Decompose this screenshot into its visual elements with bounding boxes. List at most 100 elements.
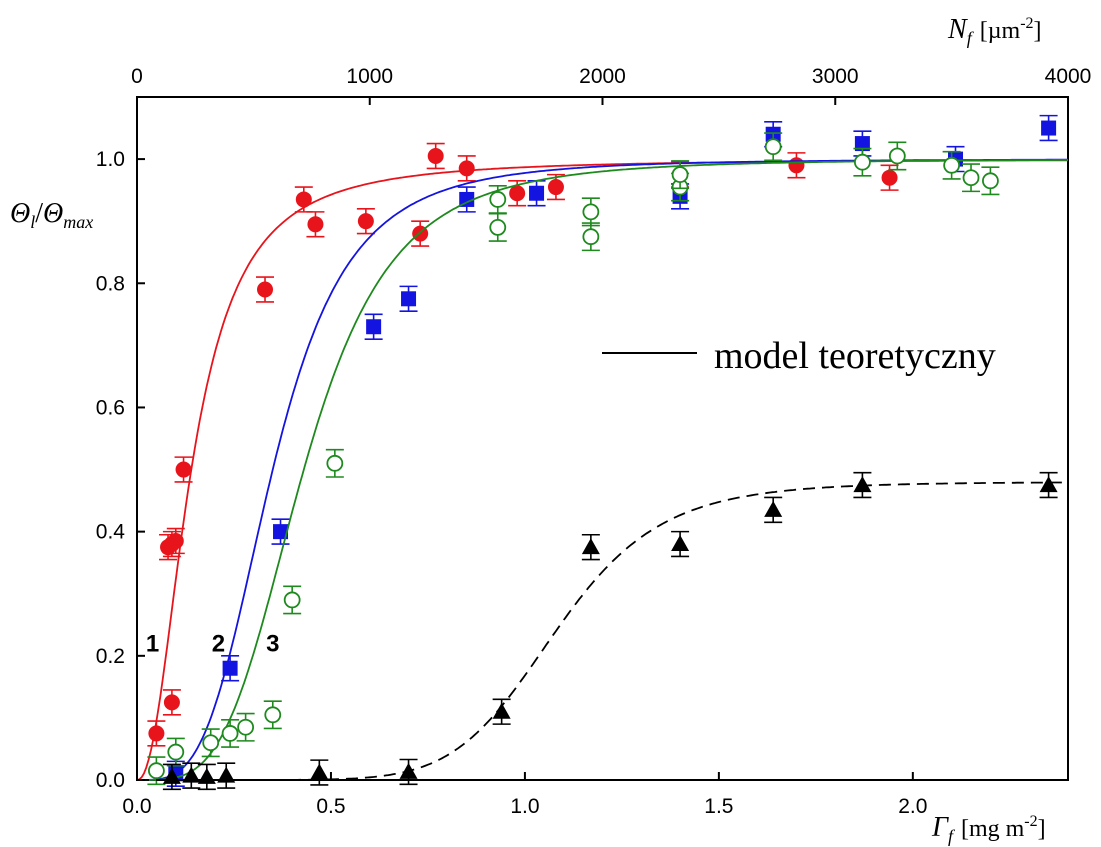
marker-circle — [509, 185, 526, 202]
marker-open-circle — [671, 166, 689, 184]
data-point-2 — [1039, 114, 1058, 142]
fit-curve-2 — [137, 158, 1068, 781]
marker-triangle — [399, 762, 418, 779]
data-point-1 — [294, 186, 313, 213]
x-top-tick-label: 2000 — [579, 65, 626, 88]
marker-circle — [307, 216, 324, 233]
data-point-4 — [1039, 471, 1058, 499]
x-bottom-tick-label: 1.5 — [704, 795, 733, 818]
data-point-1 — [162, 689, 181, 716]
series-layer — [136, 114, 1068, 791]
marker-triangle — [1039, 476, 1058, 493]
data-point-2 — [457, 186, 476, 213]
data-point-3 — [581, 197, 600, 227]
marker-square — [459, 191, 475, 207]
data-point-3 — [488, 212, 507, 242]
data-point-1 — [174, 456, 193, 483]
data-point-2 — [364, 313, 383, 340]
data-point-1 — [546, 173, 565, 201]
marker-triangle — [492, 702, 511, 719]
marker-triangle — [310, 763, 329, 780]
data-point-1 — [411, 220, 430, 247]
x-top-tick-label: 0 — [131, 65, 143, 88]
marker-circle — [257, 281, 274, 298]
data-point-4 — [217, 762, 236, 789]
data-point-4 — [310, 759, 329, 786]
y-tick-label: 0.2 — [96, 645, 125, 668]
data-point-3 — [236, 712, 255, 742]
marker-open-circle — [962, 169, 980, 187]
marker-open-circle — [221, 725, 239, 742]
fit-curve-3 — [137, 159, 1068, 781]
data-point-3 — [962, 163, 981, 193]
x-bottom-tick-label: 1.0 — [510, 795, 539, 818]
data-point-4 — [399, 758, 418, 786]
marker-triangle — [197, 767, 216, 784]
data-point-3 — [263, 700, 282, 730]
x-bottom-tick-label: 2.0 — [898, 795, 927, 818]
data-point-4 — [853, 471, 872, 499]
marker-circle — [163, 694, 180, 711]
x-top-tick-label: 3000 — [812, 65, 859, 88]
marker-circle — [881, 169, 898, 186]
marker-circle — [167, 532, 184, 549]
data-point-1 — [166, 527, 185, 555]
fit-curve-4 — [137, 481, 1068, 781]
data-point-3 — [981, 166, 1000, 196]
marker-circle — [427, 147, 444, 164]
data-point-2 — [527, 180, 546, 207]
data-point-4 — [581, 533, 600, 561]
marker-open-circle — [147, 762, 165, 780]
data-point-2 — [399, 285, 418, 313]
x-top-tick-label: 4000 — [1045, 65, 1092, 88]
marker-circle — [148, 725, 165, 742]
data-point-1 — [426, 142, 445, 170]
marker-open-circle — [167, 743, 185, 761]
data-point-3 — [221, 718, 240, 748]
plot-border — [136, 96, 1069, 781]
marker-triangle — [182, 766, 201, 783]
marker-triangle — [162, 767, 181, 784]
marker-circle — [547, 179, 564, 196]
y-axis-title: Θl/Θmax — [10, 198, 93, 232]
marker-triangle — [764, 500, 783, 517]
marker-triangle — [853, 476, 872, 493]
data-point-3 — [325, 448, 344, 478]
x-bottom-tick-label: 0.5 — [316, 795, 345, 818]
data-point-4 — [182, 762, 201, 789]
data-point-4 — [492, 698, 511, 725]
marker-open-circle — [582, 203, 600, 221]
marker-square — [273, 524, 289, 540]
legend-label: model teoretyczny — [714, 335, 996, 377]
data-point-1 — [147, 720, 166, 747]
curve-labels: 1 2 3 — [146, 630, 280, 657]
marker-triangle — [581, 538, 600, 555]
marker-open-circle — [489, 191, 507, 208]
data-point-3 — [488, 184, 507, 214]
marker-circle — [788, 157, 805, 174]
axis-layer: 0.0 0.5 1.0 1.5 2.0 0 1000 2000 3000 4000 0.0 0.2 0.… — [96, 65, 1092, 818]
marker-circle — [175, 461, 192, 478]
marker-open-circle — [582, 228, 600, 246]
x-axis-top-title: Nf [µm-2] — [947, 14, 1042, 48]
curve-label-3: 3 — [266, 630, 279, 657]
marker-triangle — [671, 535, 690, 552]
marker-open-circle — [943, 156, 961, 174]
data-point-1 — [457, 155, 476, 182]
marker-square — [366, 319, 382, 335]
curve-label-2: 2 — [212, 630, 225, 657]
data-point-1 — [256, 276, 275, 303]
data-point-3 — [671, 160, 690, 190]
marker-open-circle — [982, 172, 999, 190]
legend: model teoretyczny — [602, 335, 996, 377]
fit-curve-1 — [136, 159, 1068, 781]
y-tick-label: 0.4 — [96, 521, 126, 544]
data-point-3 — [283, 585, 302, 615]
y-tick-label: 1.0 — [96, 148, 125, 171]
plot-frame — [136, 96, 1069, 781]
marker-triangle — [217, 766, 236, 783]
marker-square — [401, 291, 417, 307]
data-point-3 — [853, 147, 872, 177]
x-top-tick-label: 1000 — [346, 65, 393, 88]
